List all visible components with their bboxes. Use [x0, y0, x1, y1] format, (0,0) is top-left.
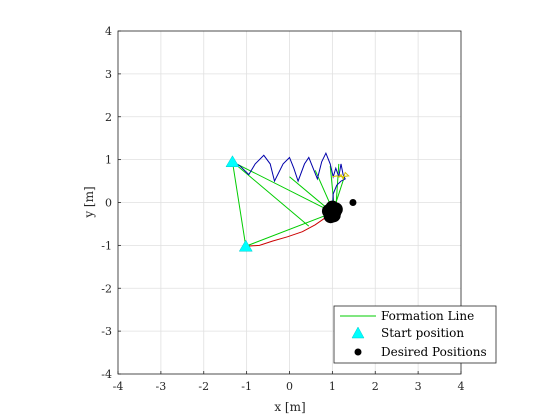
x-tick-label: -2 [198, 380, 209, 393]
y-axis-label: y [m] [82, 186, 96, 218]
x-tick-label: -1 [241, 380, 252, 393]
legend-desired-label: Desired Positions [381, 345, 487, 359]
y-tick-label: 2 [105, 111, 112, 124]
desired-position-point [349, 199, 356, 206]
x-tick-label: 3 [415, 380, 422, 393]
y-tick-label: -1 [101, 239, 112, 252]
x-tick-label: -4 [113, 380, 124, 393]
x-tick-label: 2 [372, 380, 379, 393]
legend-desired-circle [355, 349, 362, 356]
y-tick-label: -4 [101, 368, 112, 381]
legend-start-label: Start position [381, 326, 464, 340]
desired-cluster-point [324, 209, 338, 223]
legend-formation-line-label: Formation Line [381, 309, 474, 323]
y-tick-label: -2 [101, 282, 112, 295]
x-axis-label: x [m] [274, 400, 305, 414]
y-tick-label: 4 [105, 25, 112, 38]
x-tick-label: -3 [156, 380, 167, 393]
y-tick-label: 1 [105, 154, 112, 167]
legend: Formation Line Start position Desired Po… [334, 306, 496, 363]
y-tick-label: 3 [105, 68, 112, 81]
x-tick-label: 0 [286, 380, 293, 393]
x-tick-label: 4 [458, 380, 465, 393]
y-tick-label: 0 [105, 197, 112, 210]
y-tick-label: -3 [101, 325, 112, 338]
x-tick-label: 1 [329, 380, 336, 393]
